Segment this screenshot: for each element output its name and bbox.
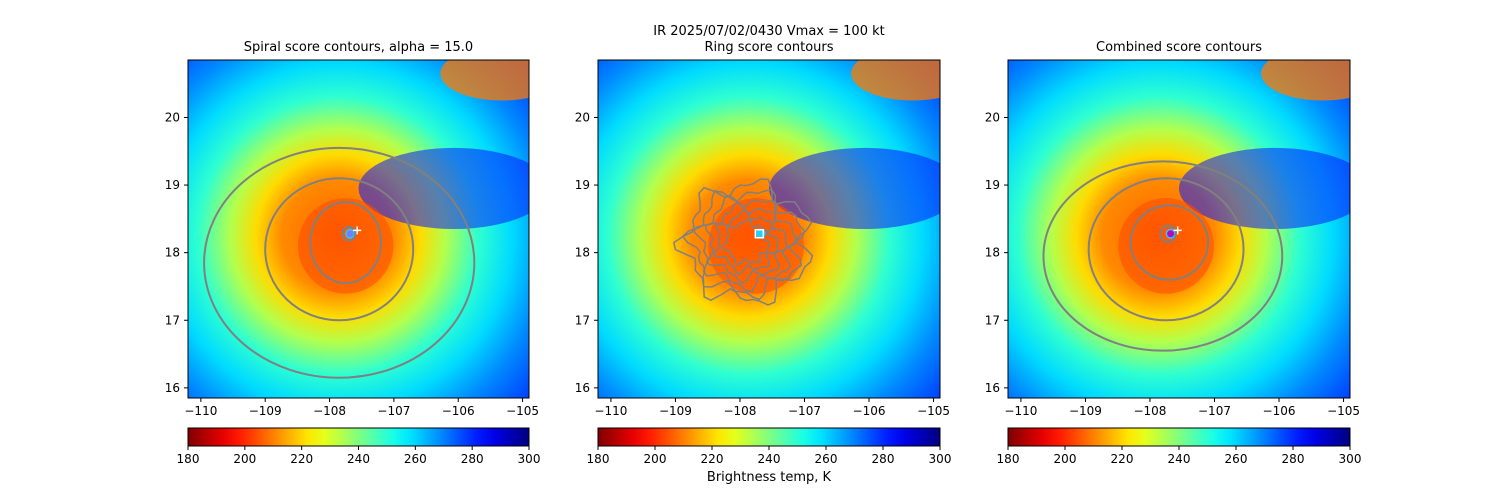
x-tick-label: −108 (723, 404, 756, 418)
y-tick-label: 17 (575, 313, 590, 327)
x-tick-label: −105 (1327, 404, 1360, 418)
colorbar-tick-label: 300 (929, 452, 952, 466)
center-marker (754, 228, 765, 239)
best-point-marker (346, 230, 354, 238)
contour-line (264, 177, 415, 322)
colorbar-tick-label: 180 (587, 452, 610, 466)
y-tick-label: 19 (165, 178, 180, 192)
colorbar-tick-label: 260 (1225, 452, 1248, 466)
contour-line (1087, 177, 1245, 322)
panels: Spiral score contours, alpha = 15.0 −110 −… (165, 40, 1362, 485)
cold-band (769, 147, 940, 229)
colorbar-tick-label: 200 (644, 452, 667, 466)
x-tick-label: −105 (506, 404, 539, 418)
x-tick-label: −106 (853, 404, 886, 418)
x-tick-label: −110 (1004, 404, 1037, 418)
colorbar-tick-label: 260 (815, 452, 838, 466)
axes-frame (597, 59, 941, 399)
colorbar-tick-label: 300 (1339, 452, 1362, 466)
chart-panel-1: Spiral score contours, alpha = 15.0 −110 −… (165, 40, 541, 466)
y-tick-label: 16 (165, 381, 180, 395)
cold-band (358, 147, 529, 229)
y-tick-label: 18 (165, 246, 180, 260)
x-tick-label: −110 (594, 404, 627, 418)
center-marker (1173, 226, 1182, 235)
contour-line (720, 218, 771, 265)
colorbar-tick-label: 240 (347, 452, 370, 466)
colorbar-tick-label: 260 (404, 452, 427, 466)
eyewall-core (297, 198, 394, 294)
y-tick-label: 20 (165, 110, 180, 124)
y-tick-label: 20 (575, 110, 590, 124)
chart-panel-3: Combined score contours −110 −109 −108 −107 −… (985, 40, 1362, 466)
colorbar-label: Brightness temp, K (707, 470, 832, 485)
contour-line (309, 200, 383, 285)
y-tick-label: 18 (575, 246, 590, 260)
axes-frame (1007, 59, 1351, 399)
x-tick-label: −109 (1069, 404, 1102, 418)
y-tick-label: 17 (985, 313, 1000, 327)
x-tick-label: −108 (313, 404, 346, 418)
best-point-marker (1167, 230, 1175, 238)
colorbar-tick-label: 220 (1111, 452, 1134, 466)
x-tick-label: −106 (1263, 404, 1296, 418)
x-tick-label: −108 (1133, 404, 1166, 418)
x-tick-label: −109 (659, 404, 692, 418)
x-tick-label: −110 (184, 404, 217, 418)
y-tick-label: 19 (985, 178, 1000, 192)
contour-line (673, 178, 814, 306)
y-tick-label: 20 (985, 110, 1000, 124)
colorbar-tick-label: 280 (1282, 452, 1305, 466)
y-tick-label: 17 (165, 313, 180, 327)
y-tick-label: 18 (985, 246, 1000, 260)
x-tick-label: −107 (788, 404, 821, 418)
colorbar-tick-label: 240 (1168, 452, 1191, 466)
ir-image (188, 60, 529, 398)
y-tick-label: 16 (985, 381, 1000, 395)
x-tick-label: −106 (442, 404, 475, 418)
ir-image (1008, 60, 1350, 398)
warm-patch (1261, 60, 1350, 101)
x-tick-label: −107 (377, 404, 410, 418)
colorbar-tick-label: 220 (701, 452, 724, 466)
figure-suptitle: IR 2025/07/02/0430 Vmax = 100 kt (653, 24, 884, 39)
colorbar (1007, 427, 1351, 447)
colorbar-tick-label: 280 (872, 452, 895, 466)
colorbar-tick-label: 300 (518, 452, 541, 466)
x-tick-label: −105 (917, 404, 950, 418)
colorbar (597, 427, 941, 447)
y-tick-label: 16 (575, 381, 590, 395)
panel-title: Ring score contours (704, 40, 833, 55)
colorbar-tick-label: 240 (758, 452, 781, 466)
contour-line (681, 188, 806, 301)
colorbar-tick-label: 180 (177, 452, 200, 466)
panel-title: Spiral score contours, alpha = 15.0 (244, 40, 473, 55)
colorbar-tick-label: 280 (461, 452, 484, 466)
contour-line (713, 209, 780, 276)
ir-image (598, 60, 940, 398)
panel-title: Combined score contours (1096, 40, 1262, 55)
contour-line (1129, 204, 1210, 281)
y-tick-label: 19 (575, 178, 590, 192)
center-marker (353, 226, 362, 235)
contour-line (1042, 160, 1284, 352)
colorbar-tick-label: 180 (997, 452, 1020, 466)
warm-patch (440, 60, 529, 101)
colorbar-tick-label: 200 (1054, 452, 1077, 466)
colorbar (187, 427, 530, 447)
x-tick-label: −107 (1198, 404, 1231, 418)
colorbar-tick-label: 220 (290, 452, 313, 466)
contour-line (203, 146, 476, 379)
x-tick-label: −109 (249, 404, 282, 418)
cold-band (1179, 147, 1350, 229)
axes-frame (187, 59, 530, 399)
chart-panel-2: Ring score contours −110 −109 −108 −107 −106 −… (575, 40, 952, 485)
contour-line (341, 225, 357, 242)
colorbar-tick-label: 200 (233, 452, 256, 466)
warm-patch (851, 60, 940, 101)
contour-line (704, 201, 789, 285)
contour-line (1159, 224, 1177, 243)
